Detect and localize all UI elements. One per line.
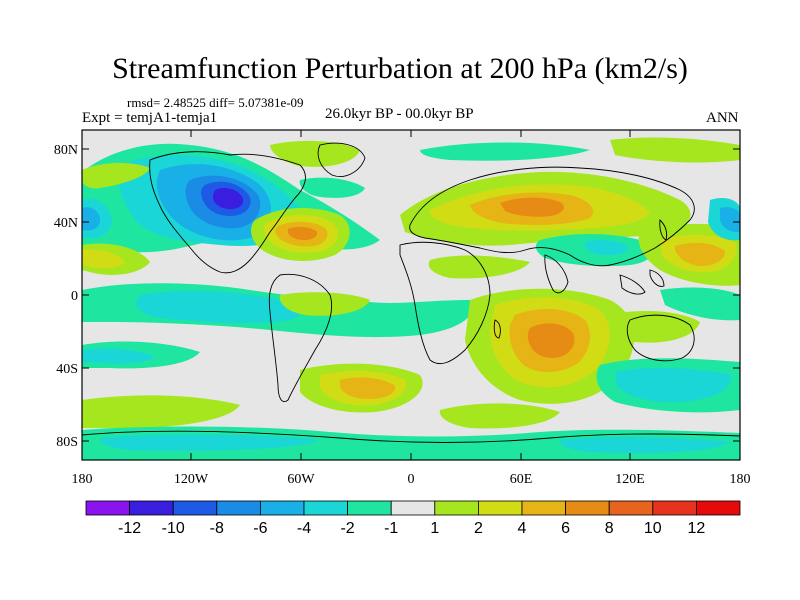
- contour-neg4: [82, 207, 100, 231]
- lon-label: 0: [408, 472, 415, 487]
- season-label: ANN: [706, 110, 739, 126]
- colorbar-swatch: [608, 500, 654, 516]
- contour-neg2: [82, 348, 155, 364]
- contour-pos1: [428, 255, 530, 279]
- contour-neg10: [213, 188, 244, 210]
- contour-neg1: [660, 287, 740, 321]
- latitude-labels: 80N 40N 0 40S 80S: [54, 143, 78, 450]
- contour-neg2: [136, 290, 301, 324]
- contour-pos1: [270, 140, 360, 167]
- axis-ticks: [82, 130, 740, 460]
- colorbar-label: -4: [297, 520, 311, 537]
- colorbar-label: 1: [430, 520, 439, 537]
- streamfunction-field: [82, 130, 740, 460]
- contour-pos6: [527, 323, 575, 358]
- coastlines: [82, 142, 740, 443]
- colorbar-swatch: [565, 500, 610, 516]
- contour-pos1: [610, 137, 740, 163]
- lon-label: 120W: [174, 472, 209, 487]
- contour-pos4: [675, 242, 726, 266]
- colorbar-label: 8: [605, 520, 614, 537]
- colorbar-swatch: [347, 500, 392, 516]
- colorbar-swatch: [85, 500, 130, 516]
- contour-pos2: [82, 249, 125, 269]
- stats-text: rmsd= 2.48525 diff= 5.07381e-09: [127, 95, 304, 110]
- contour-neg1: [420, 142, 590, 161]
- colorbar-swatch: [129, 500, 174, 516]
- lat-label: 40S: [56, 362, 78, 377]
- colorbar-label: -6: [253, 520, 267, 537]
- colorbar-swatch: [172, 500, 218, 516]
- lat-label: 40N: [54, 216, 78, 231]
- contour-pos4: [340, 377, 396, 399]
- lon-label: 180: [72, 472, 93, 487]
- colorbar-label: -10: [162, 520, 185, 537]
- contour-neg2: [559, 437, 730, 454]
- colorbar-swatch: [434, 500, 479, 516]
- contour-neg1: [82, 426, 740, 460]
- lon-label: 120E: [615, 472, 645, 487]
- longitude-labels: 180 120W 60W 0 60E 120E 180: [72, 472, 751, 487]
- contour-pos1: [82, 162, 150, 189]
- colorbar-swatch: [521, 500, 566, 516]
- colorbar-swatch: [303, 500, 348, 516]
- colorbar-swatch: [390, 500, 436, 516]
- contour-pos6: [288, 226, 318, 240]
- contour-neg1: [299, 177, 365, 198]
- colorbar-swatch: [259, 500, 305, 516]
- lat-label: 0: [71, 289, 78, 304]
- colorbar-label: -2: [340, 520, 354, 537]
- lat-label: 80S: [56, 435, 78, 450]
- lon-label: 180: [730, 472, 751, 487]
- colorbar-label: 2: [474, 520, 483, 537]
- contour-neg2: [615, 367, 731, 403]
- colorbar: -12 -10 -8 -6 -4 -2 -1 1 2 4 6 8 10 12: [85, 500, 741, 537]
- colorbar-label: -1: [384, 520, 398, 537]
- colorbar-swatch: [652, 500, 697, 516]
- map-title: Streamfunction Perturbation at 200 hPa (…: [112, 52, 688, 85]
- colorbar-label: 6: [561, 520, 570, 537]
- experiment-label: Expt = temjA1-temja1: [82, 110, 218, 126]
- colorbar-label: 10: [644, 520, 662, 537]
- colorbar-label: 12: [688, 520, 706, 537]
- contour-pos1: [439, 403, 560, 429]
- contour-neg4: [720, 207, 740, 233]
- colorbar-swatch: [696, 500, 741, 516]
- contour-neg2: [584, 239, 628, 256]
- contour-pos6: [500, 197, 564, 217]
- contour-neg2: [100, 434, 320, 451]
- lon-label: 60E: [510, 472, 533, 487]
- contour-pos1: [279, 292, 370, 316]
- colorbar-swatch: [477, 500, 523, 516]
- period-label: 26.0kyr BP - 00.0kyr BP: [325, 106, 474, 122]
- colorbar-label: -8: [210, 520, 224, 537]
- colorbar-label: -12: [118, 520, 141, 537]
- colorbar-swatch: [216, 500, 261, 516]
- lon-label: 60W: [287, 472, 315, 487]
- colorbar-label: 4: [518, 520, 527, 537]
- contour-pos1: [82, 395, 240, 428]
- lat-label: 80N: [54, 143, 78, 158]
